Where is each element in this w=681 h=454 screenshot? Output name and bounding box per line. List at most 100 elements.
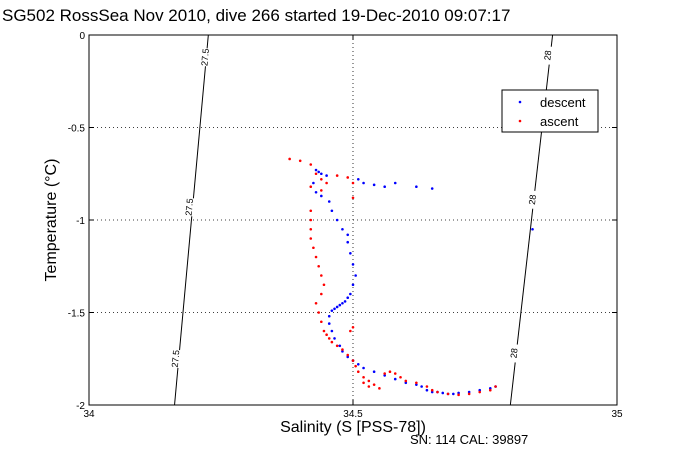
data-point-descent [393,377,397,381]
data-point-descent [327,200,331,203]
data-point-ascent [320,178,323,181]
data-point-descent [346,355,350,359]
data-point-ascent [367,379,371,383]
data-point-ascent [446,392,450,396]
data-point-ascent [362,375,365,379]
isopycnal-label: 27.5 [184,198,196,216]
data-point-descent [354,274,357,277]
isopycnal-label: 28 [527,194,538,205]
x-axis-label: Salinity (S [PSS-78]) [280,419,426,436]
plot-area: 27.5 27.5 27.5 28 28 28 34 34.5 35 0 -0.5 -1 -1.5 -2 [68,31,623,420]
data-point-descent [351,283,355,287]
data-point-ascent [330,340,334,344]
data-point-descent [415,185,418,188]
isopycnal-label-bg [526,190,539,210]
data-point-ascent [288,157,291,161]
data-point-ascent [325,181,328,185]
data-point-ascent [317,311,320,314]
data-point-descent [362,366,365,370]
data-point-ascent [351,359,355,362]
data-point-descent [457,391,460,395]
data-point-descent [383,374,386,377]
data-point-descent [346,240,350,244]
data-point-descent [356,363,360,366]
isopycnal-label: 27.5 [199,48,211,66]
legend: descent ascent [501,89,599,133]
y-tick-label: -0.5 [68,124,86,135]
data-point-descent [430,187,434,190]
data-point-descent [341,350,344,353]
chart-title: SG502 RossSea Nov 2010, dive 266 started… [2,6,510,25]
data-point-descent [338,303,342,307]
data-point-ascent [335,344,339,348]
data-point-ascent [372,383,376,386]
data-point-descent [356,178,360,181]
data-point-descent [314,168,318,172]
data-point-ascent [351,326,355,329]
data-point-descent [320,172,323,176]
y-tick-label: 0 [79,31,85,42]
data-point-ascent [320,320,323,324]
data-point-ascent [312,246,315,250]
data-point-descent [330,309,334,312]
legend-label-ascent: ascent [540,114,579,129]
data-point-ascent [415,381,418,385]
data-point-descent [327,314,331,318]
data-point-ascent [425,385,429,388]
data-point-ascent [322,283,326,287]
legend-label-descent: descent [540,95,586,110]
isopycnal-label: 28 [509,348,520,359]
legend-marker-descent [518,100,522,104]
data-point-descent [420,385,423,388]
data-point-descent [335,218,339,222]
data-point-descent [425,388,429,392]
data-point-descent [343,300,347,303]
data-point-ascent [399,375,402,379]
data-point-ascent [309,163,313,166]
data-point-descent [341,301,344,305]
data-point-descent [333,337,336,340]
data-point-ascent [341,348,344,351]
data-point-ascent [309,227,313,231]
data-point-descent [327,322,331,325]
data-point-descent [338,344,342,348]
data-point-ascent [430,388,434,392]
data-point-ascent [309,237,313,240]
data-point-descent [317,170,320,174]
isopycnal-label: 27.5 [170,350,182,368]
x-tick-label: 35 [611,409,623,420]
data-point-descent [314,190,318,194]
data-point-descent [362,181,365,185]
data-point-descent [404,381,408,385]
data-point-ascent [351,196,355,200]
data-point-ascent [314,301,318,305]
data-point-descent [452,392,455,396]
data-point-descent [333,307,336,311]
data-point-descent [415,383,418,386]
data-point-ascent [367,385,371,388]
footer-serial: SN: 114 CAL: 39897 [410,432,528,447]
data-point-ascent [317,264,320,268]
data-point-ascent [362,381,365,385]
data-point-ascent [354,364,357,368]
axis-ticks: 34 34.5 35 0 -0.5 -1 -1.5 -2 [68,31,623,420]
data-point-descent [488,387,492,390]
isopycnal-label-bg [199,47,211,67]
data-point-descent [349,252,352,255]
data-point-ascent [314,172,318,176]
data-point-descent [330,209,334,213]
data-point-descent [351,263,355,266]
x-tick-label: 34 [83,409,95,420]
data-points [288,157,534,397]
data-point-descent [441,391,445,395]
isopycnal-label-bg [183,197,196,217]
data-point-ascent [349,329,352,333]
y-axis-label: Temperature (°C) [43,159,60,282]
data-point-ascent [320,189,323,192]
data-point-descent [330,329,334,333]
data-point-ascent [320,292,323,296]
data-point-descent [383,185,386,188]
legend-box [501,89,599,133]
data-point-ascent [478,390,482,394]
